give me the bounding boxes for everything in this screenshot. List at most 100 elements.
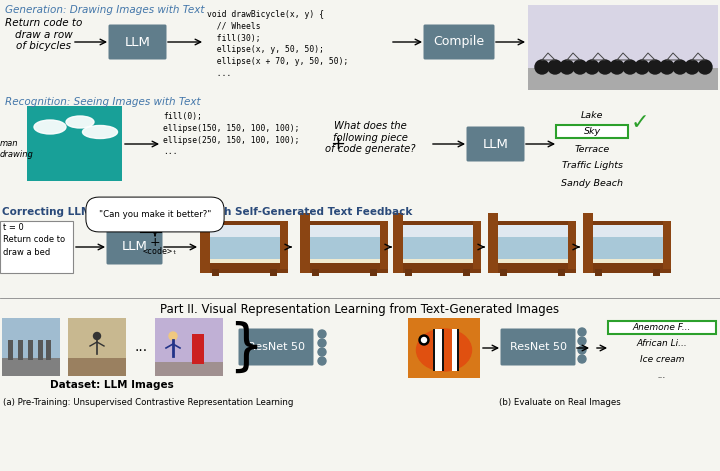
Bar xyxy=(2,318,60,376)
Circle shape xyxy=(573,60,587,74)
Bar xyxy=(568,221,576,269)
Bar xyxy=(8,340,13,360)
Bar xyxy=(200,213,210,273)
Bar xyxy=(595,269,602,276)
Circle shape xyxy=(169,332,177,340)
Bar xyxy=(310,225,380,237)
Circle shape xyxy=(318,330,326,338)
Text: +: + xyxy=(150,236,161,250)
Ellipse shape xyxy=(416,329,472,371)
FancyBboxPatch shape xyxy=(423,24,495,59)
Bar xyxy=(270,269,277,276)
Circle shape xyxy=(318,339,326,347)
Circle shape xyxy=(548,60,562,74)
Bar xyxy=(300,213,310,273)
Circle shape xyxy=(648,60,662,74)
Bar xyxy=(155,318,223,376)
Circle shape xyxy=(421,338,426,342)
Text: Traffic Lights: Traffic Lights xyxy=(562,162,623,171)
Bar xyxy=(46,340,51,360)
Circle shape xyxy=(698,60,712,74)
Bar xyxy=(463,269,470,276)
Bar xyxy=(457,329,459,371)
Bar xyxy=(593,225,663,237)
Bar xyxy=(312,269,319,276)
Bar xyxy=(583,213,593,273)
Bar xyxy=(583,221,671,273)
Circle shape xyxy=(318,348,326,356)
Bar xyxy=(498,225,568,263)
Circle shape xyxy=(685,60,699,74)
Bar xyxy=(498,237,568,259)
Circle shape xyxy=(578,328,586,336)
Bar xyxy=(528,5,718,90)
Bar xyxy=(393,221,481,273)
Circle shape xyxy=(318,357,326,365)
Bar xyxy=(558,269,565,276)
Circle shape xyxy=(598,60,612,74)
Bar xyxy=(403,237,473,259)
Text: African Li...: African Li... xyxy=(636,340,688,349)
Bar xyxy=(528,68,718,90)
Circle shape xyxy=(585,60,599,74)
Circle shape xyxy=(578,337,586,345)
Bar xyxy=(280,221,288,269)
Circle shape xyxy=(660,60,674,74)
Bar xyxy=(2,358,60,376)
Text: What does the
following piece
of code generate?: What does the following piece of code ge… xyxy=(325,121,415,154)
Bar xyxy=(210,237,280,259)
Text: Return code to
draw a row
of bicycles: Return code to draw a row of bicycles xyxy=(5,18,82,51)
Text: t = 0
Return code to
draw a bed: t = 0 Return code to draw a bed xyxy=(3,223,65,257)
Bar xyxy=(405,269,412,276)
Text: Sky: Sky xyxy=(583,128,600,137)
Circle shape xyxy=(623,60,637,74)
Circle shape xyxy=(560,60,574,74)
Bar xyxy=(68,318,126,376)
Ellipse shape xyxy=(34,120,66,134)
Circle shape xyxy=(673,60,687,74)
Bar xyxy=(452,329,457,371)
Bar xyxy=(393,213,403,273)
Bar xyxy=(593,237,663,259)
Text: Sandy Beach: Sandy Beach xyxy=(561,179,623,187)
Text: (a) Pre-Training: Unsupervised Contrastive Representation Learning: (a) Pre-Training: Unsupervised Contrasti… xyxy=(3,398,293,407)
Text: Correcting LLM generated Images with Self-Generated Text Feedback: Correcting LLM generated Images with Sel… xyxy=(2,207,413,217)
Bar xyxy=(433,329,435,371)
Ellipse shape xyxy=(66,116,94,128)
Text: +: + xyxy=(330,135,346,153)
Text: Part II. Visual Representation Learning from Text-Generated Images: Part II. Visual Representation Learning … xyxy=(161,303,559,316)
Bar xyxy=(18,340,23,360)
FancyBboxPatch shape xyxy=(467,127,524,162)
Bar xyxy=(210,225,280,237)
Bar xyxy=(370,269,377,276)
Text: ✓: ✓ xyxy=(631,113,649,133)
Circle shape xyxy=(635,60,649,74)
Bar xyxy=(212,269,219,276)
Bar xyxy=(488,213,498,273)
Bar xyxy=(380,221,388,269)
Bar xyxy=(300,221,388,273)
Bar xyxy=(498,225,568,237)
Circle shape xyxy=(94,333,101,340)
Ellipse shape xyxy=(83,125,117,138)
Text: ResNet 50: ResNet 50 xyxy=(510,342,567,352)
Bar xyxy=(200,221,288,273)
Bar xyxy=(435,329,442,371)
Bar xyxy=(473,221,481,269)
Bar xyxy=(68,358,126,376)
Bar xyxy=(556,125,628,138)
Text: LLM: LLM xyxy=(482,138,508,151)
Circle shape xyxy=(610,60,624,74)
Text: ...: ... xyxy=(657,372,666,381)
Text: Anemone F...: Anemone F... xyxy=(633,324,691,333)
Text: fill(0);
ellipse(150, 150, 100, 100);
ellipse(250, 150, 100, 100);
...: fill(0); ellipse(150, 150, 100, 100); el… xyxy=(163,112,300,156)
Text: <code>ₜ: <code>ₜ xyxy=(143,246,178,255)
Circle shape xyxy=(419,335,429,345)
Text: Dataset: LLM Images: Dataset: LLM Images xyxy=(50,380,174,390)
Text: Recognition: Seeing Images with Text: Recognition: Seeing Images with Text xyxy=(5,97,201,107)
Text: void drawBicycle(x, y) {
  // Wheels
  fill(30);
  ellipse(x, y, 50, 50);
  elli: void drawBicycle(x, y) { // Wheels fill(… xyxy=(207,10,348,78)
Text: LLM: LLM xyxy=(122,241,148,253)
Bar xyxy=(442,329,444,371)
FancyBboxPatch shape xyxy=(238,328,313,365)
Bar xyxy=(192,334,204,364)
